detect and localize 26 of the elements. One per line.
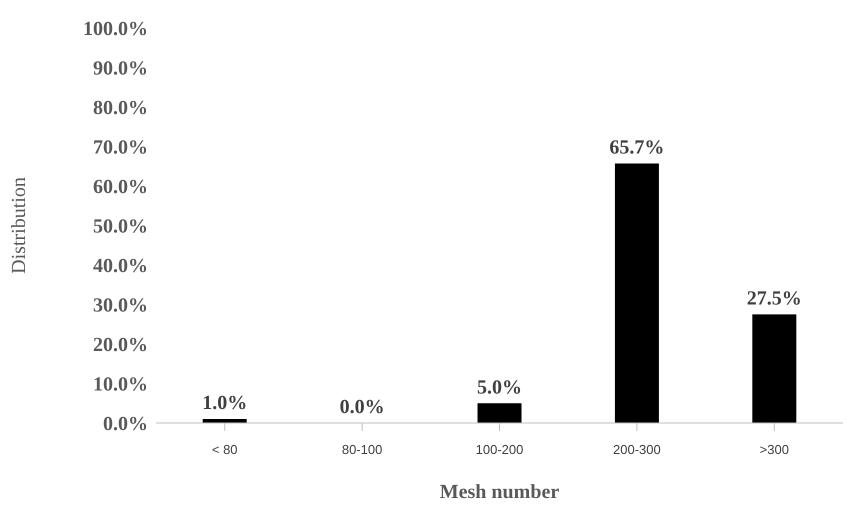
x-tick-label: 200-300 (613, 442, 661, 458)
y-axis-title: Distribution (8, 177, 30, 274)
x-tick-label: < 80 (212, 442, 238, 458)
y-tick-label: 20.0% (93, 334, 148, 356)
bar (478, 403, 522, 423)
x-axis-title: Mesh number (440, 481, 560, 503)
data-label: 0.0% (340, 396, 385, 418)
y-tick-label: 10.0% (93, 374, 148, 396)
y-tick-label: 90.0% (93, 58, 148, 80)
x-tick-label: >300 (760, 442, 789, 458)
y-tick-label: 60.0% (93, 176, 148, 198)
y-tick-label: 40.0% (93, 255, 148, 278)
y-tick-label: 70.0% (93, 136, 148, 159)
y-tick-label: 30.0% (93, 294, 148, 317)
data-label: 65.7% (609, 136, 664, 158)
y-tick-label: 100.0% (83, 18, 148, 40)
y-tick-label: 50.0% (93, 216, 148, 238)
data-label: 5.0% (477, 376, 522, 398)
x-tick-label: 100-200 (476, 442, 524, 458)
data-label: 27.5% (746, 287, 802, 310)
x-tick-label: 80-100 (342, 442, 382, 458)
y-tick-label: 80.0% (93, 97, 148, 120)
bar (752, 314, 796, 423)
data-label: 1.0% (202, 392, 248, 414)
y-tick-label: 0.0% (103, 413, 148, 436)
bar (614, 163, 659, 423)
